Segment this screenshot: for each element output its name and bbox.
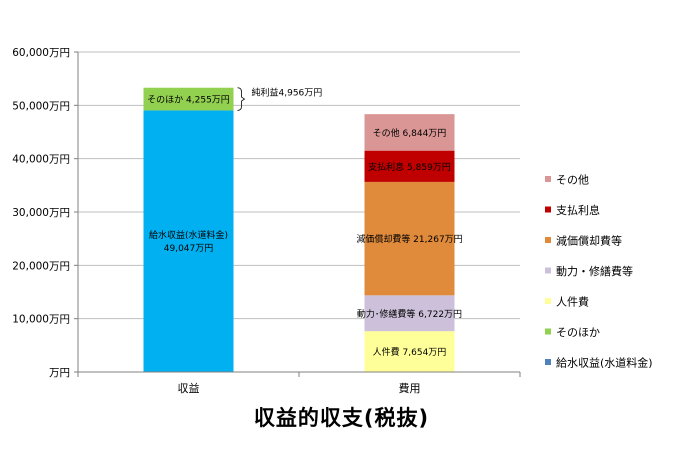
legend-label: 人件費 [556,295,589,309]
chart-title: 収益的収支(税抜) [253,406,430,430]
y-tick-label: 30,000万円 [12,207,70,219]
data-label: そのほか 4,255万円 [147,95,230,106]
legend-swatch [545,176,551,182]
bar-segment [364,295,455,332]
axes: 万円 10,000万円 20,000万円 30,000万円 40,000万円 50,000… [12,47,521,395]
y-tick-label: 20,000万円 [12,260,70,272]
y-tick-label: 50,000万円 [12,100,70,112]
legend-swatch [545,267,551,274]
bar-segment [364,331,455,372]
legend-swatch [545,328,551,335]
bar-segment [143,110,234,372]
bars [143,87,455,372]
legend-label: 給水収益(水道料金) [556,356,653,370]
legend-swatch [545,237,551,243]
data-label: 支払利息 5,859万円 [368,161,451,173]
y-tick-label: 10,000万円 [12,314,70,326]
legend-label: その他 [556,174,589,187]
bar-segment [364,150,455,182]
legend-label: そのほか [556,326,600,339]
annotation-bracket [237,87,246,111]
x-tick-label: 費用 [399,381,421,395]
data-label: 動力･修繕費等 6,722万円 [357,308,462,320]
y-tick-label: 万円 [49,367,70,379]
data-label: 49,047万円 [164,243,214,254]
legend-swatch [545,298,551,304]
data-label: 減価償却費等 21,267万円 [356,233,462,245]
annotation-label: 純利益4,956万円 [252,87,323,99]
data-label: 人件費 7,654万円 [373,346,447,358]
bar-segment [143,87,234,111]
x-tick-label: 収益 [178,381,200,395]
y-tick-label: 60,000万円 [12,47,70,59]
legend-label: 動力・修繕費等 [556,264,633,278]
legend-swatch [545,359,551,365]
data-label: 給水収益(水道料金) [149,229,228,241]
y-tick-label: 40,000万円 [12,154,70,166]
data-label: その他 6,844万円 [373,127,447,139]
legend-swatch [545,206,551,213]
bar-segment [364,114,455,151]
legend-label: 減価償却費等 [556,234,622,248]
bar-segment [364,181,455,296]
annotation: 純利益4,956万円 [237,87,323,111]
legend-label: 支払利息 [556,203,600,217]
